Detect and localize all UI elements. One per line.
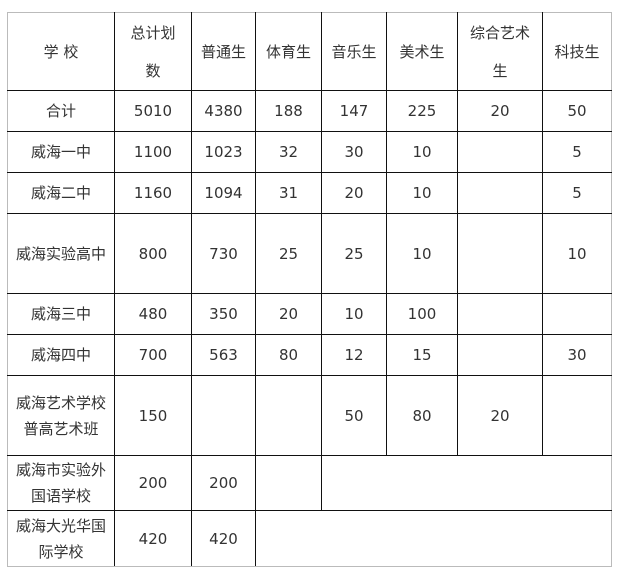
- table-row: 威海艺术学校普高艺术班 150 50 80 20: [7, 375, 612, 456]
- cell-school: 威海艺术学校普高艺术班: [7, 375, 115, 456]
- table-row: 威海四中 700 563 80 12 15 30: [7, 334, 612, 376]
- cell-school: 合计: [7, 90, 115, 132]
- cell-school: 威海大光华国际学校: [7, 510, 115, 567]
- cell-comprehensive: [457, 293, 543, 335]
- cell-sports: 80: [255, 334, 322, 376]
- cell-total: 200: [114, 455, 192, 511]
- cell-regular: 420: [191, 510, 256, 567]
- cell-regular: 200: [191, 455, 256, 511]
- cell-art: 225: [386, 90, 458, 132]
- cell-sports: 20: [255, 293, 322, 335]
- cell-music: 147: [321, 90, 387, 132]
- header-comprehensive: 综合艺术生: [457, 12, 543, 91]
- cell-comprehensive: 20: [457, 375, 543, 456]
- cell-sports: 31: [255, 172, 322, 214]
- cell-regular: 4380: [191, 90, 256, 132]
- cell-empty: [255, 455, 322, 511]
- cell-tech: 30: [542, 334, 612, 376]
- cell-sports: 25: [255, 213, 322, 294]
- cell-total: 700: [114, 334, 192, 376]
- cell-art: 10: [386, 213, 458, 294]
- table-row: 威海实验高中 800 730 25 25 10 10: [7, 213, 612, 294]
- cell-regular: 1023: [191, 131, 256, 173]
- cell-total: 150: [114, 375, 192, 456]
- cell-art: 10: [386, 172, 458, 214]
- cell-total: 5010: [114, 90, 192, 132]
- cell-music: 30: [321, 131, 387, 173]
- cell-school: 威海一中: [7, 131, 115, 173]
- cell-comprehensive: [457, 131, 543, 173]
- cell-total: 480: [114, 293, 192, 335]
- cell-music: 10: [321, 293, 387, 335]
- cell-merged-empty: [321, 455, 612, 511]
- table-row: 威海三中 480 350 20 10 100: [7, 293, 612, 335]
- cell-total: 800: [114, 213, 192, 294]
- cell-school: 威海实验高中: [7, 213, 115, 294]
- cell-tech: [542, 293, 612, 335]
- cell-school: 威海四中: [7, 334, 115, 376]
- cell-art: 10: [386, 131, 458, 173]
- cell-music: 12: [321, 334, 387, 376]
- cell-regular: 350: [191, 293, 256, 335]
- header-row: 学 校 总计划数 普通生 体育生 音乐生 美术生 综合艺术生 科技生: [7, 12, 612, 91]
- cell-tech: [542, 375, 612, 456]
- cell-total: 1100: [114, 131, 192, 173]
- header-art: 美术生: [386, 12, 458, 91]
- cell-music: 20: [321, 172, 387, 214]
- cell-tech: 5: [542, 131, 612, 173]
- header-regular: 普通生: [191, 12, 256, 91]
- cell-school: 威海市实验外国语学校: [7, 455, 115, 511]
- table-row: 威海市实验外国语学校 200 200: [7, 455, 612, 511]
- table-row: 威海一中 1100 1023 32 30 10 5: [7, 131, 612, 173]
- cell-regular: 563: [191, 334, 256, 376]
- header-sports: 体育生: [255, 12, 322, 91]
- cell-total: 420: [114, 510, 192, 567]
- table-row: 合计 5010 4380 188 147 225 20 50: [7, 90, 612, 132]
- header-school: 学 校: [7, 12, 115, 91]
- cell-regular: 1094: [191, 172, 256, 214]
- cell-school: 威海三中: [7, 293, 115, 335]
- cell-regular: [191, 375, 256, 456]
- header-music: 音乐生: [321, 12, 387, 91]
- cell-tech: 5: [542, 172, 612, 214]
- cell-music: 25: [321, 213, 387, 294]
- cell-comprehensive: [457, 213, 543, 294]
- cell-music: 50: [321, 375, 387, 456]
- header-total: 总计划数: [114, 12, 192, 91]
- cell-comprehensive: [457, 334, 543, 376]
- table-row: 威海大光华国际学校 420 420: [7, 510, 612, 567]
- cell-comprehensive: [457, 172, 543, 214]
- cell-tech: 10: [542, 213, 612, 294]
- cell-art: 100: [386, 293, 458, 335]
- cell-sports: 32: [255, 131, 322, 173]
- enrollment-plan-table: 学 校 总计划数 普通生 体育生 音乐生 美术生 综合艺术生 科技生 合计 501…: [7, 12, 612, 567]
- header-tech: 科技生: [542, 12, 612, 91]
- cell-art: 15: [386, 334, 458, 376]
- cell-regular: 730: [191, 213, 256, 294]
- cell-art: 80: [386, 375, 458, 456]
- cell-sports: [255, 375, 322, 456]
- cell-school: 威海二中: [7, 172, 115, 214]
- cell-merged-empty: [255, 510, 612, 567]
- cell-tech: 50: [542, 90, 612, 132]
- cell-comprehensive: 20: [457, 90, 543, 132]
- table-row: 威海二中 1160 1094 31 20 10 5: [7, 172, 612, 214]
- cell-total: 1160: [114, 172, 192, 214]
- cell-sports: 188: [255, 90, 322, 132]
